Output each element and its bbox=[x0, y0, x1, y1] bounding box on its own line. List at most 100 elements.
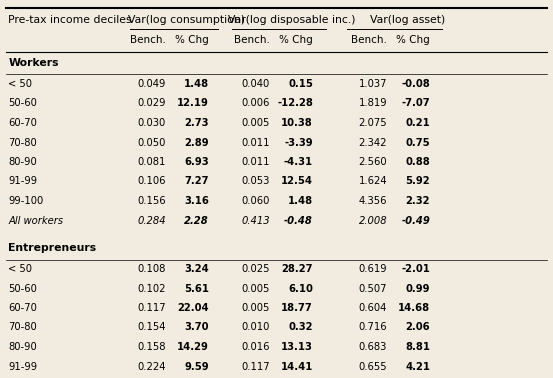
Text: 0.030: 0.030 bbox=[138, 118, 166, 128]
Text: 0.117: 0.117 bbox=[241, 361, 270, 372]
Text: 80-90: 80-90 bbox=[8, 342, 37, 352]
Text: 14.41: 14.41 bbox=[280, 361, 313, 372]
Text: 1.624: 1.624 bbox=[358, 177, 387, 186]
Text: 0.050: 0.050 bbox=[138, 138, 166, 147]
Text: 2.06: 2.06 bbox=[405, 322, 430, 333]
Text: 0.005: 0.005 bbox=[242, 303, 270, 313]
Text: 28.27: 28.27 bbox=[281, 264, 313, 274]
Text: Pre-tax income deciles: Pre-tax income deciles bbox=[8, 15, 132, 25]
Text: 1.48: 1.48 bbox=[184, 79, 209, 89]
Text: 4.21: 4.21 bbox=[405, 361, 430, 372]
Text: 0.284: 0.284 bbox=[137, 215, 166, 226]
Text: 0.154: 0.154 bbox=[137, 322, 166, 333]
Text: 0.99: 0.99 bbox=[406, 284, 430, 293]
Text: 0.15: 0.15 bbox=[288, 79, 313, 89]
Text: 0.005: 0.005 bbox=[242, 284, 270, 293]
Text: 10.38: 10.38 bbox=[281, 118, 313, 128]
Text: < 50: < 50 bbox=[8, 79, 32, 89]
Text: 6.93: 6.93 bbox=[184, 157, 209, 167]
Text: 0.117: 0.117 bbox=[137, 303, 166, 313]
Text: 91-99: 91-99 bbox=[8, 361, 38, 372]
Text: 0.016: 0.016 bbox=[241, 342, 270, 352]
Text: 14.68: 14.68 bbox=[398, 303, 430, 313]
Text: 0.108: 0.108 bbox=[138, 264, 166, 274]
Text: 0.88: 0.88 bbox=[405, 157, 430, 167]
Text: 5.61: 5.61 bbox=[184, 284, 209, 293]
Text: -3.39: -3.39 bbox=[284, 138, 313, 147]
Text: 2.32: 2.32 bbox=[406, 196, 430, 206]
Text: 3.24: 3.24 bbox=[184, 264, 209, 274]
Text: -12.28: -12.28 bbox=[277, 99, 313, 108]
Text: -0.48: -0.48 bbox=[284, 215, 313, 226]
Text: 0.655: 0.655 bbox=[358, 361, 387, 372]
Text: % Chg: % Chg bbox=[397, 35, 430, 45]
Text: 0.106: 0.106 bbox=[137, 177, 166, 186]
Text: 70-80: 70-80 bbox=[8, 322, 37, 333]
Text: Bench.: Bench. bbox=[351, 35, 387, 45]
Text: 0.053: 0.053 bbox=[242, 177, 270, 186]
Text: 12.19: 12.19 bbox=[177, 99, 209, 108]
Text: All workers: All workers bbox=[8, 215, 64, 226]
Text: < 50: < 50 bbox=[8, 264, 32, 274]
Text: 0.081: 0.081 bbox=[138, 157, 166, 167]
Text: 70-80: 70-80 bbox=[8, 138, 37, 147]
Text: 91-99: 91-99 bbox=[8, 177, 38, 186]
Text: 0.011: 0.011 bbox=[241, 138, 270, 147]
Text: % Chg: % Chg bbox=[279, 35, 313, 45]
Text: 0.604: 0.604 bbox=[359, 303, 387, 313]
Text: 0.049: 0.049 bbox=[138, 79, 166, 89]
Text: Bench.: Bench. bbox=[234, 35, 270, 45]
Text: 2.342: 2.342 bbox=[358, 138, 387, 147]
Text: Var(log asset): Var(log asset) bbox=[371, 15, 446, 25]
Text: -0.08: -0.08 bbox=[401, 79, 430, 89]
Text: 0.025: 0.025 bbox=[241, 264, 270, 274]
Text: Bench.: Bench. bbox=[130, 35, 166, 45]
Text: 2.560: 2.560 bbox=[358, 157, 387, 167]
Text: 0.413: 0.413 bbox=[241, 215, 270, 226]
Text: Entrepreneurs: Entrepreneurs bbox=[8, 243, 96, 253]
Text: 2.73: 2.73 bbox=[185, 118, 209, 128]
Text: 0.21: 0.21 bbox=[405, 118, 430, 128]
Text: 0.156: 0.156 bbox=[137, 196, 166, 206]
Text: 5.92: 5.92 bbox=[405, 177, 430, 186]
Text: 0.010: 0.010 bbox=[242, 322, 270, 333]
Text: 0.683: 0.683 bbox=[359, 342, 387, 352]
Text: 6.10: 6.10 bbox=[288, 284, 313, 293]
Text: 22.04: 22.04 bbox=[178, 303, 209, 313]
Text: 8.81: 8.81 bbox=[405, 342, 430, 352]
Text: 0.158: 0.158 bbox=[137, 342, 166, 352]
Text: 4.356: 4.356 bbox=[358, 196, 387, 206]
Text: 50-60: 50-60 bbox=[8, 284, 37, 293]
Text: 0.224: 0.224 bbox=[137, 361, 166, 372]
Text: 0.005: 0.005 bbox=[242, 118, 270, 128]
Text: Var(log consumption): Var(log consumption) bbox=[128, 15, 246, 25]
Text: 0.006: 0.006 bbox=[242, 99, 270, 108]
Text: Var(log disposable inc.): Var(log disposable inc.) bbox=[228, 15, 355, 25]
Text: 0.102: 0.102 bbox=[137, 284, 166, 293]
Text: 7.27: 7.27 bbox=[185, 177, 209, 186]
Text: 0.029: 0.029 bbox=[137, 99, 166, 108]
Text: 13.13: 13.13 bbox=[281, 342, 313, 352]
Text: 0.060: 0.060 bbox=[242, 196, 270, 206]
Text: 14.29: 14.29 bbox=[177, 342, 209, 352]
Text: 50-60: 50-60 bbox=[8, 99, 37, 108]
Text: 0.011: 0.011 bbox=[241, 157, 270, 167]
Text: % Chg: % Chg bbox=[175, 35, 209, 45]
Text: 9.59: 9.59 bbox=[184, 361, 209, 372]
Text: 60-70: 60-70 bbox=[8, 303, 37, 313]
Text: 0.716: 0.716 bbox=[358, 322, 387, 333]
Text: 12.54: 12.54 bbox=[281, 177, 313, 186]
Text: 0.619: 0.619 bbox=[358, 264, 387, 274]
Text: 0.507: 0.507 bbox=[358, 284, 387, 293]
Text: 3.16: 3.16 bbox=[184, 196, 209, 206]
Text: 60-70: 60-70 bbox=[8, 118, 37, 128]
Text: 1.819: 1.819 bbox=[358, 99, 387, 108]
Text: -4.31: -4.31 bbox=[284, 157, 313, 167]
Text: 18.77: 18.77 bbox=[281, 303, 313, 313]
Text: 0.32: 0.32 bbox=[289, 322, 313, 333]
Text: 2.008: 2.008 bbox=[358, 215, 387, 226]
Text: 2.89: 2.89 bbox=[184, 138, 209, 147]
Text: 0.040: 0.040 bbox=[242, 79, 270, 89]
Text: -7.07: -7.07 bbox=[401, 99, 430, 108]
Text: 99-100: 99-100 bbox=[8, 196, 44, 206]
